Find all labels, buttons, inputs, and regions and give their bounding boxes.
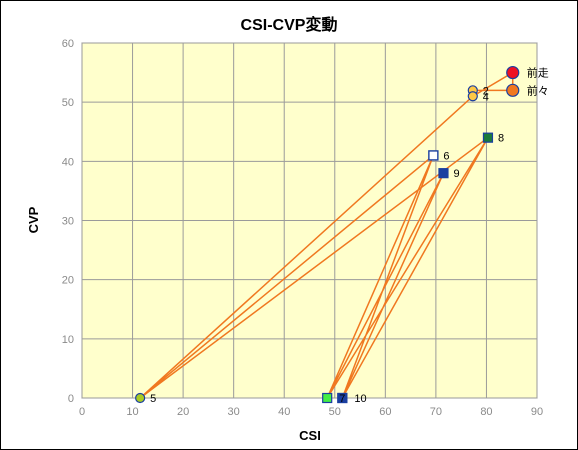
y-tick-label: 30 (62, 216, 74, 228)
x-tick-label: 20 (177, 406, 189, 418)
point-label: 4 (483, 91, 489, 103)
y-tick-label: 0 (68, 393, 74, 405)
point-label: 10 (354, 393, 366, 405)
point-label: 5 (150, 393, 156, 405)
point-marker (482, 132, 494, 143)
x-axis-label: CSI (299, 428, 321, 443)
point-label: 6 (443, 150, 449, 162)
point-labels: 24 5 6 8 9 7 10 (150, 85, 504, 405)
legend-label: 前走 (527, 66, 549, 80)
x-tick-label: 10 (126, 406, 138, 418)
point-label: 2 (483, 85, 489, 97)
chart-title: CSI-CVP変動 (241, 15, 338, 34)
y-tick-label: 40 (62, 156, 74, 168)
legend-label: 前々 (527, 83, 549, 97)
point-marker (322, 392, 333, 404)
y-tick-label: 50 (62, 97, 74, 109)
tick-labels: 0 10 20 30 40 50 60 70 80 90 0 10 20 30 40 50 60 (62, 38, 543, 418)
x-tick-label: 70 (430, 406, 442, 418)
point-marker (337, 392, 348, 404)
x-tick-label: 60 (379, 406, 391, 418)
point-label: 7 (339, 393, 345, 405)
x-tick-label: 90 (531, 406, 543, 418)
y-tick-label: 10 (62, 334, 74, 346)
point-label: 8 (498, 133, 504, 145)
point-marker (438, 168, 449, 179)
point-marker (428, 150, 439, 161)
data-points (135, 85, 494, 404)
x-tick-label: 80 (480, 406, 492, 418)
y-tick-label: 20 (62, 275, 74, 287)
x-tick-label: 40 (278, 406, 290, 418)
gridlines (81, 42, 538, 399)
x-tick-label: 30 (228, 406, 240, 418)
legend-marker (506, 65, 520, 80)
x-tick-label: 0 (79, 406, 85, 418)
point-marker (135, 392, 146, 404)
y-axis-label: CVP (26, 206, 41, 233)
y-tick-label: 60 (62, 38, 74, 50)
point-label: 9 (453, 168, 459, 180)
x-tick-label: 50 (329, 406, 341, 418)
legend-marker (506, 83, 520, 97)
point-marker (467, 91, 478, 102)
